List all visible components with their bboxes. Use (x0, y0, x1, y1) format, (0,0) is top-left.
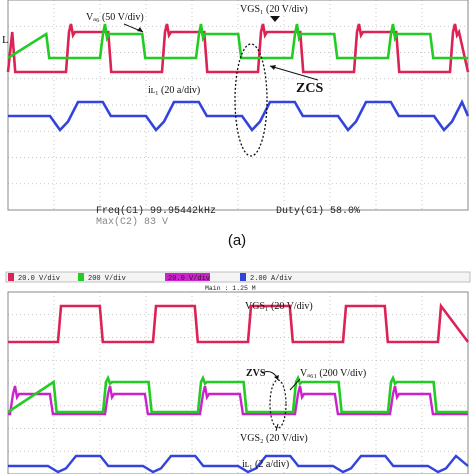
scope-panel-b: 20.0 V/div 200 V/div 20.0 V/div 2.00 A/d… (0, 266, 474, 474)
zvs-ellipse (269, 379, 287, 429)
arrow-zcs-head (270, 65, 276, 70)
label-vgs1: VGS₁ (20 V/div) (245, 301, 313, 312)
arrow-vds1 (289, 378, 301, 391)
ch4-swatch (240, 273, 246, 281)
trace-il (8, 98, 470, 133)
scope-b-svg: 20.0 V/div 200 V/div 20.0 V/div 2.00 A/d… (0, 266, 474, 474)
grid-a (8, 0, 468, 210)
label-vgs: VGS₁ (20 V/div) (240, 4, 308, 15)
label-il1: iʟ₁ (2 a/div) (242, 459, 289, 470)
ch2-scale: 200 V/div (88, 275, 126, 283)
ch4-scale: 2.00 A/div (250, 275, 292, 283)
marker-label: L (2, 34, 9, 46)
cut-readout: Max(C2) 83 V (96, 216, 168, 228)
grid-b (8, 292, 468, 474)
ch3-block (165, 273, 210, 281)
trace-vds1 (7, 374, 468, 414)
scope-b-frame (7, 291, 469, 474)
arrow-vgs-head (270, 16, 280, 22)
arrow-vds-head (137, 27, 143, 32)
duty-readout: Duty(C1) 58.0% (276, 205, 360, 217)
arrow-zvs-head (274, 375, 279, 380)
ch1-swatch (8, 273, 14, 281)
trace-vgs1 (8, 302, 470, 344)
label-vds: Vₐ₆ (50 V/div) (86, 12, 144, 23)
scope-a-svg: L Vₐ₆ (50 V/div) VGS₁ (20 V/div) iʟ₁ (20… (0, 0, 474, 228)
label-zvs: ZVS (246, 368, 266, 379)
arrow-zcs (269, 65, 319, 81)
ch3-scale: 20.0 V/div (168, 275, 210, 283)
trace-vds (6, 23, 470, 74)
label-vds1: Vₐ₆₁ (200 V/div) (300, 368, 366, 379)
arrow-vgs2 (275, 423, 279, 432)
timebase: Main : 1.25 M (205, 285, 256, 292)
header-bar (5, 271, 471, 283)
freq-readout: Freq(C1) 99.95442kHz (96, 205, 216, 217)
label-vgs2: VGS₂ (20 V/div) (240, 433, 308, 444)
trace-vgs (7, 23, 468, 60)
scope-panel-a: L Vₐ₆ (50 V/div) VGS₁ (20 V/div) iʟ₁ (20… (0, 0, 474, 228)
ch2-swatch (78, 273, 84, 281)
trace-il1 (8, 454, 469, 474)
caption-a: (a) (227, 232, 247, 249)
label-zcs: ZCS (296, 81, 323, 96)
scope-a-frame (7, 0, 469, 211)
label-il: iʟ₁ (20 a/div) (148, 85, 200, 96)
zcs-ellipse (234, 43, 268, 157)
ch1-scale: 20.0 V/div (18, 275, 60, 283)
trace-vgs2 (8, 385, 468, 416)
